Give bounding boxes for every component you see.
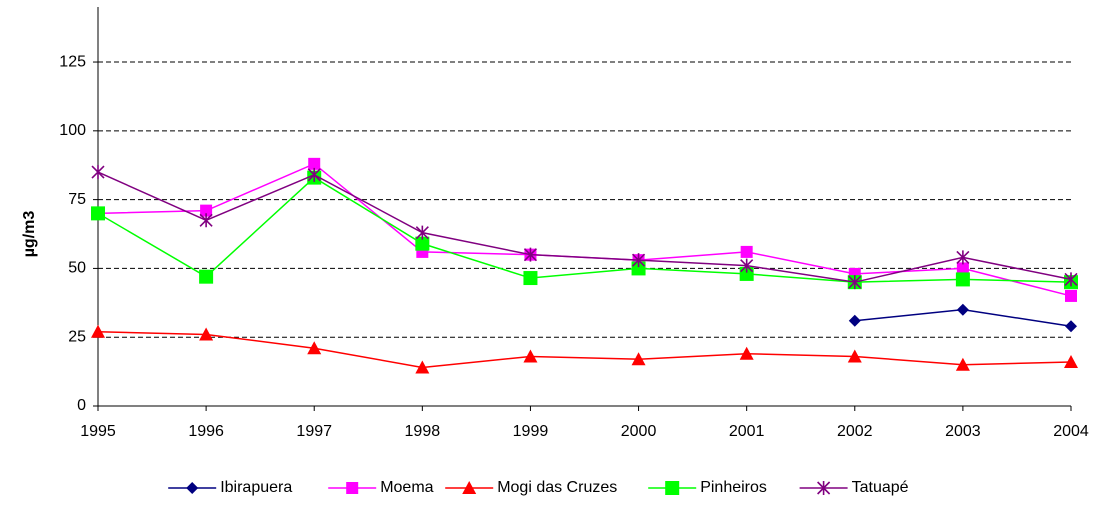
marker (956, 262, 969, 275)
marker (848, 275, 862, 290)
marker (199, 327, 214, 341)
x-tick-label: 1996 (188, 423, 224, 440)
x-tick-label: 1998 (405, 423, 441, 440)
legend-label: Tatuapé (852, 479, 909, 496)
marker (91, 165, 105, 180)
y-tick-label: 0 (77, 397, 86, 414)
x-tick-label: 2002 (837, 423, 873, 440)
marker (307, 341, 322, 355)
legend: Ibirapuera Moema Mogi das Cruzes Pinheiros T… (168, 479, 909, 496)
marker (1065, 320, 1077, 333)
y-tick-label: 100 (59, 122, 86, 139)
legend-label: Pinheiros (700, 479, 767, 496)
marker (848, 314, 861, 327)
marker (955, 272, 970, 287)
marker (91, 324, 105, 338)
marker (91, 206, 105, 221)
x-tick-label: 1999 (513, 423, 549, 440)
series-line (97, 330, 1072, 369)
marker (415, 225, 429, 240)
x-tick-label: 2000 (621, 423, 657, 440)
x-tick-label: 1995 (80, 423, 116, 440)
marker (307, 167, 321, 182)
marker (955, 357, 970, 371)
y-tick-label: 125 (59, 53, 86, 70)
y-tick-label: 50 (68, 260, 86, 277)
marker (1064, 272, 1078, 287)
marker (631, 261, 646, 276)
x-tick-label: 2004 (1053, 423, 1089, 440)
legend-label: Ibirapuera (220, 479, 292, 496)
marker (956, 250, 970, 265)
marker (631, 352, 646, 366)
series-line (97, 171, 1072, 283)
marker (199, 269, 214, 284)
legend-label: Moema (380, 479, 433, 496)
marker (186, 482, 199, 494)
marker (739, 266, 754, 281)
marker (462, 481, 477, 494)
marker (956, 303, 969, 316)
y-axis-label: µg/m3 (21, 211, 38, 258)
marker (415, 236, 430, 251)
x-tick-label: 1997 (296, 423, 332, 440)
legend-label: Mogi das Cruzes (497, 479, 617, 496)
marker (200, 204, 213, 217)
marker (346, 482, 359, 494)
marker (1065, 289, 1077, 302)
marker (523, 349, 538, 363)
marker (665, 481, 680, 495)
series-line (97, 176, 1072, 283)
marker (740, 245, 753, 258)
series-line (97, 162, 1072, 297)
marker (847, 349, 862, 363)
y-tick-label: 25 (68, 328, 86, 345)
y-tick-label: 75 (68, 191, 86, 208)
marker (415, 360, 430, 374)
marker (631, 253, 646, 268)
x-tick-label: 2001 (729, 423, 765, 440)
marker (817, 481, 831, 495)
marker (739, 346, 754, 360)
x-tick-label: 2003 (945, 423, 981, 440)
marker (1064, 354, 1078, 368)
marker (523, 247, 538, 262)
marker (740, 258, 754, 273)
marker (308, 157, 321, 170)
marker (523, 271, 538, 286)
marker (199, 213, 213, 228)
